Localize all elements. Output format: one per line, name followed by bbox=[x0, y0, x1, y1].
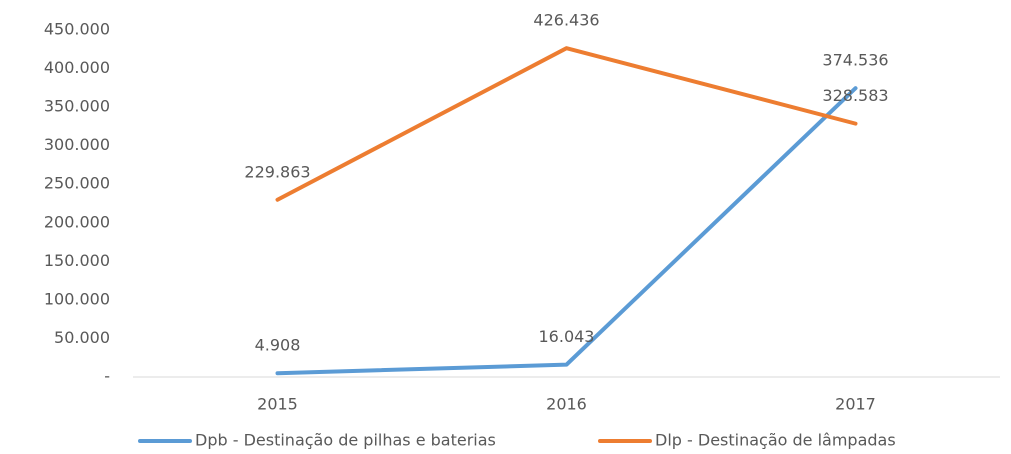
data-label: 4.908 bbox=[255, 336, 301, 355]
y-tick-label: - bbox=[104, 367, 110, 386]
y-tick-label: 100.000 bbox=[44, 289, 110, 308]
data-label: 328.583 bbox=[822, 86, 888, 105]
x-tick-label: 2016 bbox=[546, 395, 587, 414]
legend-label: Dlp - Destinação de lâmpadas bbox=[655, 431, 896, 450]
data-label: 16.043 bbox=[539, 327, 595, 346]
series-line bbox=[275, 46, 858, 202]
x-tick-label: 2017 bbox=[835, 395, 876, 414]
y-tick-label: 200.000 bbox=[44, 212, 110, 231]
y-tick-label: 350.000 bbox=[44, 97, 110, 116]
data-label: 374.536 bbox=[822, 51, 888, 70]
y-tick-label: 50.000 bbox=[54, 328, 110, 347]
y-tick-label: 300.000 bbox=[44, 135, 110, 154]
y-tick-label: 400.000 bbox=[44, 58, 110, 77]
legend-label: Dpb - Destinação de pilhas e baterias bbox=[195, 431, 496, 450]
y-tick-label: 250.000 bbox=[44, 174, 110, 193]
series-line bbox=[275, 86, 858, 376]
data-label: 229.863 bbox=[244, 162, 310, 181]
x-tick-label: 2015 bbox=[257, 395, 298, 414]
data-label: 426.436 bbox=[533, 11, 599, 30]
y-tick-label: 450.000 bbox=[44, 20, 110, 39]
y-tick-label: 150.000 bbox=[44, 251, 110, 270]
